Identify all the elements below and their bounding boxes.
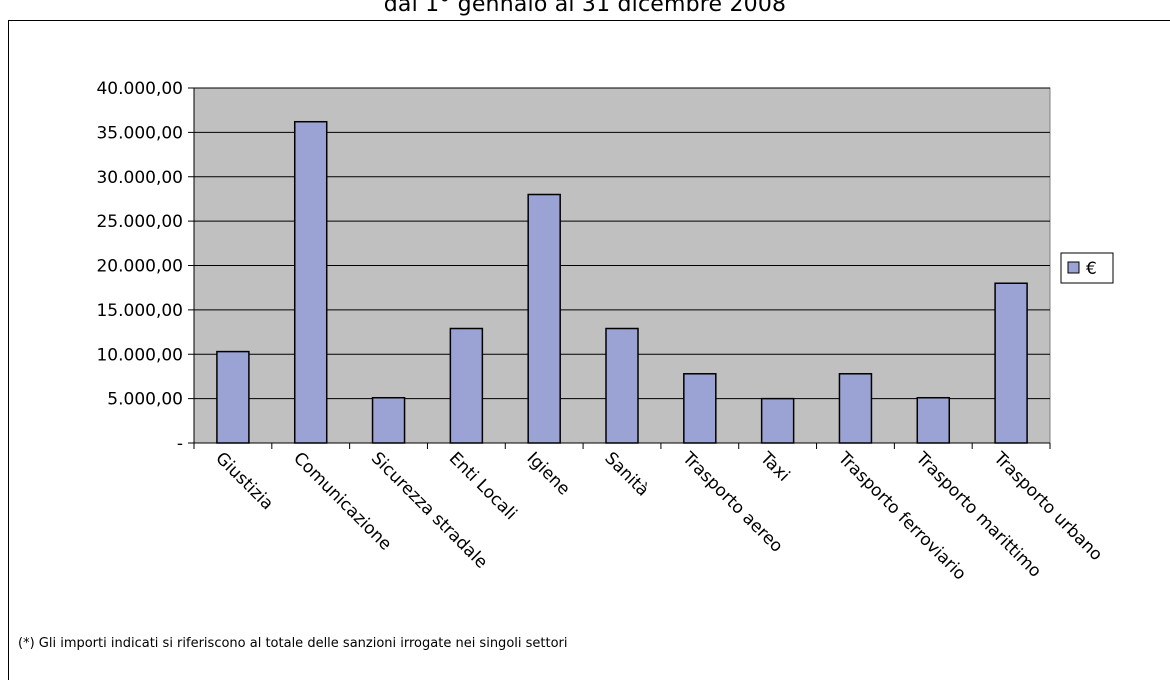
bar <box>527 193 561 444</box>
x-tick-label: Taxi <box>755 448 793 486</box>
y-tick-label: 15.000,00 <box>96 301 183 321</box>
y-tick-label: 20.000,00 <box>96 257 183 277</box>
bar <box>838 373 873 444</box>
x-tick-label: Igiene <box>523 448 574 499</box>
bar <box>683 373 717 444</box>
footnote: (*) Gli importi indicati si riferiscono … <box>18 636 568 651</box>
bars <box>216 120 1028 444</box>
axes <box>188 87 1051 449</box>
chart-title: dal 1° gennaio al 31 dicembre 2008 <box>383 0 787 17</box>
bar <box>760 397 795 444</box>
x-tick-label: Trasporto marittimo <box>911 448 1045 582</box>
bar <box>605 327 639 444</box>
y-tick-label: 30.000,00 <box>96 168 183 188</box>
bar <box>449 327 484 444</box>
x-tick-label: Sanità <box>600 448 652 500</box>
bar <box>293 120 328 444</box>
bar <box>994 282 1028 444</box>
gridlines <box>194 87 1050 400</box>
y-tick-label: 5.000,00 <box>107 390 183 410</box>
bar <box>216 350 250 444</box>
y-tick-label: 25.000,00 <box>96 212 183 232</box>
y-tick-label: 10.000,00 <box>96 345 183 365</box>
x-tick-label: Enti Locali <box>445 448 521 524</box>
y-tick-label: 35.000,00 <box>96 123 183 143</box>
y-tick-label: 40.000,00 <box>96 79 183 99</box>
legend-label: € <box>1086 259 1097 279</box>
bar <box>916 396 951 444</box>
bar <box>371 396 406 444</box>
y-tick-labels: - 5.000,00 10.000,00 15.000,00 20.000,00 25.0… <box>96 79 183 454</box>
x-tick-label: Giustizia <box>211 448 277 514</box>
legend-swatch <box>1067 261 1080 274</box>
y-tick-label: - <box>177 434 183 454</box>
chart-frame <box>8 20 1170 680</box>
x-tick-label: Trasporto ferroviario <box>833 448 970 585</box>
legend: € <box>1060 252 1114 284</box>
